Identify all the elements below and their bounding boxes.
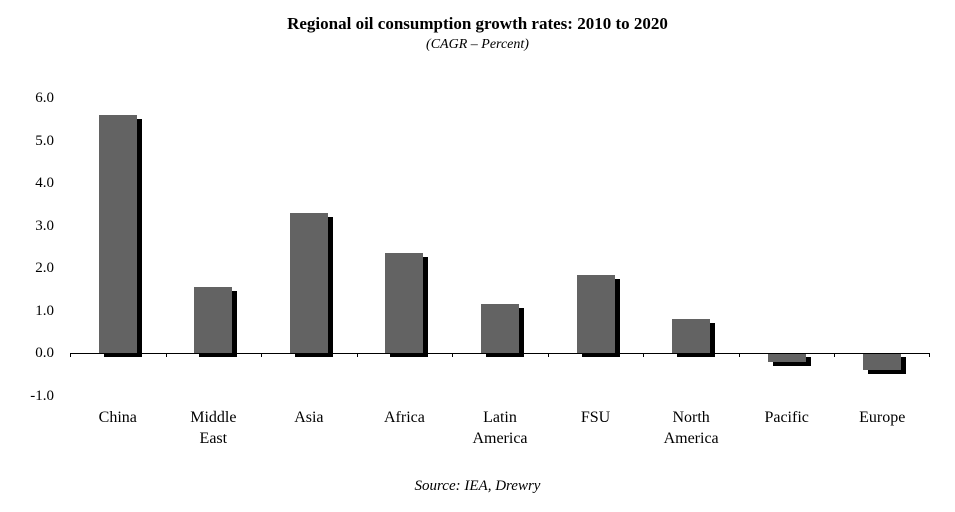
x-axis-label: FSU — [580, 409, 611, 426]
source-note: Source: IEA, Drewry — [414, 478, 541, 494]
y-tick-label: 6.0 — [35, 90, 54, 106]
category-tick — [452, 353, 454, 358]
x-axis-label: North America — [663, 409, 719, 447]
category-tick — [643, 353, 645, 358]
category-tick — [261, 353, 263, 358]
bar-pacific — [767, 353, 806, 362]
category-tick — [738, 353, 740, 358]
x-axis-label: Middle East — [190, 409, 237, 447]
chart-subtitle: (CAGR – Percent) — [426, 37, 529, 52]
x-axis-label: Pacific — [764, 409, 809, 426]
bar-middle-east — [194, 287, 233, 354]
y-axis: 6.0 5.0 4.0 3.0 2.0 1.0 0.0 -1.0 — [0, 90, 60, 404]
x-axis-label: Europe — [859, 409, 906, 426]
x-axis-label: Latin America — [472, 409, 528, 447]
category-tick — [70, 353, 71, 358]
bar-fsu — [576, 274, 615, 354]
x-axis-label: Africa — [384, 409, 425, 426]
category-tick — [356, 353, 358, 358]
category-tick — [929, 353, 930, 358]
bar-north-america — [672, 319, 711, 354]
x-axis-label: Asia — [294, 409, 324, 426]
bar-europe — [863, 353, 902, 371]
bar-africa — [385, 253, 424, 354]
y-tick-label: -1.0 — [30, 388, 54, 404]
x-axis-label: China — [98, 409, 137, 426]
y-tick-label: 0.0 — [35, 345, 54, 362]
category-tick — [165, 353, 167, 358]
y-tick-label: 3.0 — [35, 217, 54, 234]
category-tick — [834, 353, 836, 358]
y-tick-label: 5.0 — [35, 132, 54, 149]
bar-latin-america — [481, 304, 519, 354]
y-tick-label: 1.0 — [35, 302, 54, 319]
bar-china — [98, 115, 137, 354]
x-axis-line — [70, 353, 930, 355]
bar-asia — [289, 212, 328, 354]
y-tick-label: 4.0 — [35, 175, 54, 192]
y-tick-label: 2.0 — [35, 260, 54, 277]
plot-area — [70, 98, 930, 396]
chart-title: Regional oil consumption growth rates: 2… — [287, 14, 668, 33]
x-axis: China Middle East Asia Africa Latin America F… — [70, 407, 930, 459]
category-tick — [547, 353, 549, 358]
